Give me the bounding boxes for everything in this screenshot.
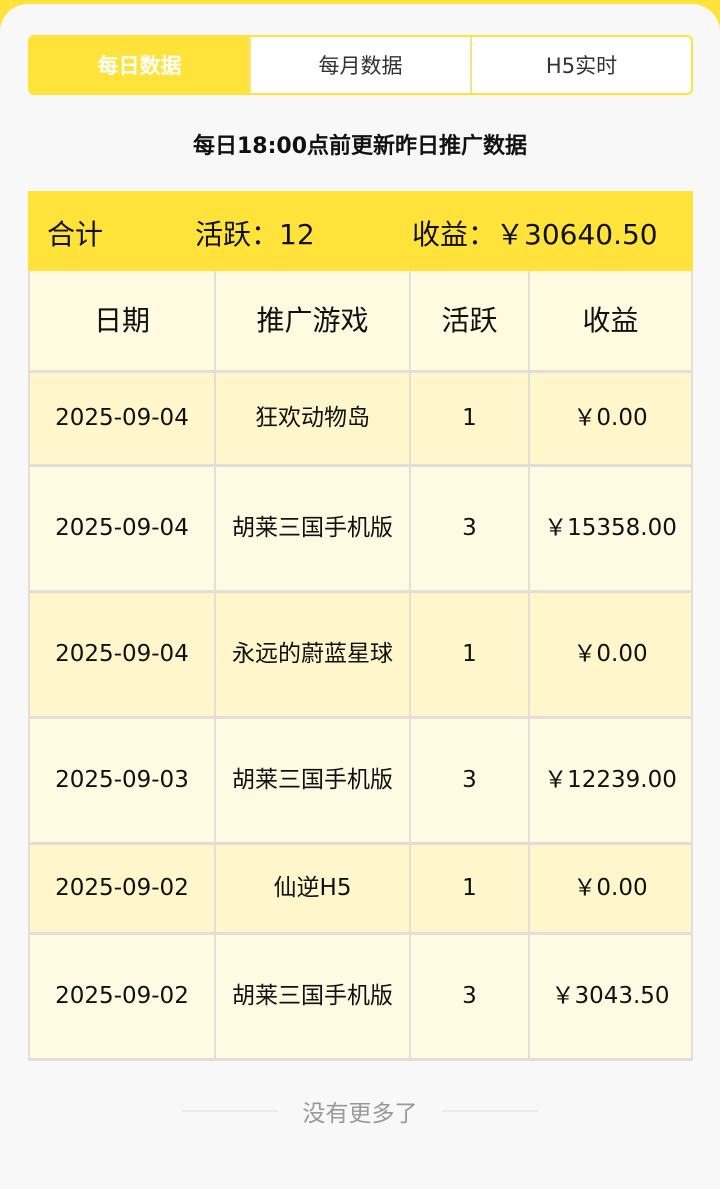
- cell-income: ￥15358.00: [528, 467, 691, 590]
- no-more-text: 没有更多了: [302, 1101, 418, 1127]
- tab-bar: 每日数据 每月数据 H5实时: [28, 35, 693, 95]
- header-game: 推广游戏: [214, 271, 409, 370]
- cell-game: 胡莱三国手机版: [214, 935, 409, 1058]
- cell-active: 3: [409, 719, 528, 842]
- divider-right: [442, 1110, 538, 1112]
- cell-game: 胡莱三国手机版: [214, 467, 409, 590]
- cell-game: 永远的蔚蓝星球: [214, 593, 409, 716]
- cell-active: 3: [409, 467, 528, 590]
- cell-date: 2025-09-04: [55, 641, 189, 667]
- summary-label: 合计: [47, 218, 104, 251]
- cell-active: 1: [409, 845, 528, 932]
- cell-date: 2025-09-02: [55, 983, 189, 1009]
- table-row: 2025-09-02 仙逆H5 1 ￥0.00: [30, 845, 691, 935]
- cell-date: 2025-09-04: [55, 405, 189, 431]
- cell-date: 2025-09-02: [55, 875, 189, 901]
- update-notice: 每日18:00点前更新昨日推广数据: [192, 134, 528, 159]
- cell-game: 狂欢动物岛: [214, 373, 409, 464]
- summary-income: 收益：￥30640.50: [412, 218, 658, 251]
- cell-income: ￥12239.00: [528, 719, 691, 842]
- cell-income: ￥0.00: [528, 373, 691, 464]
- cell-game: 仙逆H5: [214, 845, 409, 932]
- table-row: 2025-09-02 胡莱三国手机版 3 ￥3043.50: [30, 935, 691, 1061]
- tab-daily[interactable]: 每日数据: [30, 37, 249, 93]
- table-row: 2025-09-04 永远的蔚蓝星球 1 ￥0.00: [30, 593, 691, 719]
- table-row: 2025-09-03 胡莱三国手机版 3 ￥12239.00: [30, 719, 691, 845]
- cell-game: 胡莱三国手机版: [214, 719, 409, 842]
- header-active: 活跃: [409, 271, 528, 370]
- cell-income: ￥0.00: [528, 845, 691, 932]
- cell-active: 1: [409, 593, 528, 716]
- cell-income: ￥0.00: [528, 593, 691, 716]
- cell-active: 3: [409, 935, 528, 1058]
- header-income: 收益: [528, 271, 691, 370]
- table-row: 2025-09-04 狂欢动物岛 1 ￥0.00: [30, 373, 691, 467]
- table-row: 2025-09-04 胡莱三国手机版 3 ￥15358.00: [30, 467, 691, 593]
- summary-bar: 合计 活跃：12 收益：￥30640.50: [28, 191, 693, 271]
- cell-income: ￥3043.50: [528, 935, 691, 1058]
- cell-date: 2025-09-04: [55, 515, 189, 541]
- summary-active: 活跃：12: [195, 218, 315, 251]
- table-header: 日期 推广游戏 活跃 收益: [30, 271, 691, 373]
- tab-h5-realtime[interactable]: H5实时: [470, 37, 691, 93]
- data-table: 日期 推广游戏 活跃 收益 2025-09-04 狂欢动物岛 1 ￥0.00 2…: [28, 271, 693, 1061]
- header-date: 日期: [93, 304, 150, 337]
- divider-left: [182, 1110, 278, 1112]
- cell-date: 2025-09-03: [55, 767, 189, 793]
- tab-monthly[interactable]: 每月数据: [249, 37, 470, 93]
- cell-active: 1: [409, 373, 528, 464]
